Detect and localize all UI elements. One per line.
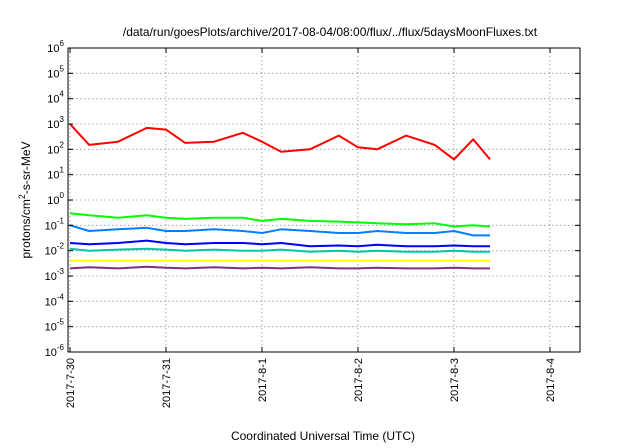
series-line-2 [69,212,491,228]
y-tick-label: 101 [47,166,64,182]
x-tick-label: 2017-8-4 [545,358,557,402]
x-axis-label: Coordinated Universal Time (UTC) [231,429,415,443]
y-tick-label: 104 [47,90,64,106]
y-axis-label: protons/cm2-s-sr-MeV [17,141,33,258]
x-tick-label: 2017-8-3 [449,358,461,402]
y-axis-label-sup: 2 [17,194,27,199]
y-tick-label: 10-5 [45,318,65,334]
axis-ticks: 106 105 104 103 102 101 100 10-1 10-2 10-3 10-4 10-… [45,39,580,408]
y-tick-label: 100 [47,191,64,207]
y-tick-label: 10-2 [45,242,65,258]
y-tick-label: 10-6 [45,343,65,359]
y-axis-label-prefix: protons/cm [19,199,33,258]
series-line-5 [69,247,490,253]
x-tick-label: 2017-7-31 [161,358,173,408]
series-line-1 [69,123,491,161]
grid [68,48,580,352]
x-tick-label: 2017-7-30 [65,358,77,408]
y-tick-label: 103 [47,115,64,131]
chart-title: /data/run/goesPlots/archive/2017-08-04/0… [123,25,538,39]
y-tick-label: 10-4 [45,292,65,308]
y-tick-label: 106 [47,39,64,55]
y-tick-label: 102 [47,140,64,156]
x-tick-label: 2017-8-1 [257,358,269,402]
series-line-7 [69,265,490,270]
y-tick-label: 10-3 [45,267,65,283]
series-line-3 [69,224,490,237]
series-line-4 [69,239,490,248]
y-axis-label-suffix: -s-sr-MeV [19,141,33,194]
series-group [69,123,491,270]
y-tick-label: 10-1 [45,216,65,232]
x-tick-label: 2017-8-2 [353,358,365,402]
y-tick-label: 105 [47,64,64,80]
